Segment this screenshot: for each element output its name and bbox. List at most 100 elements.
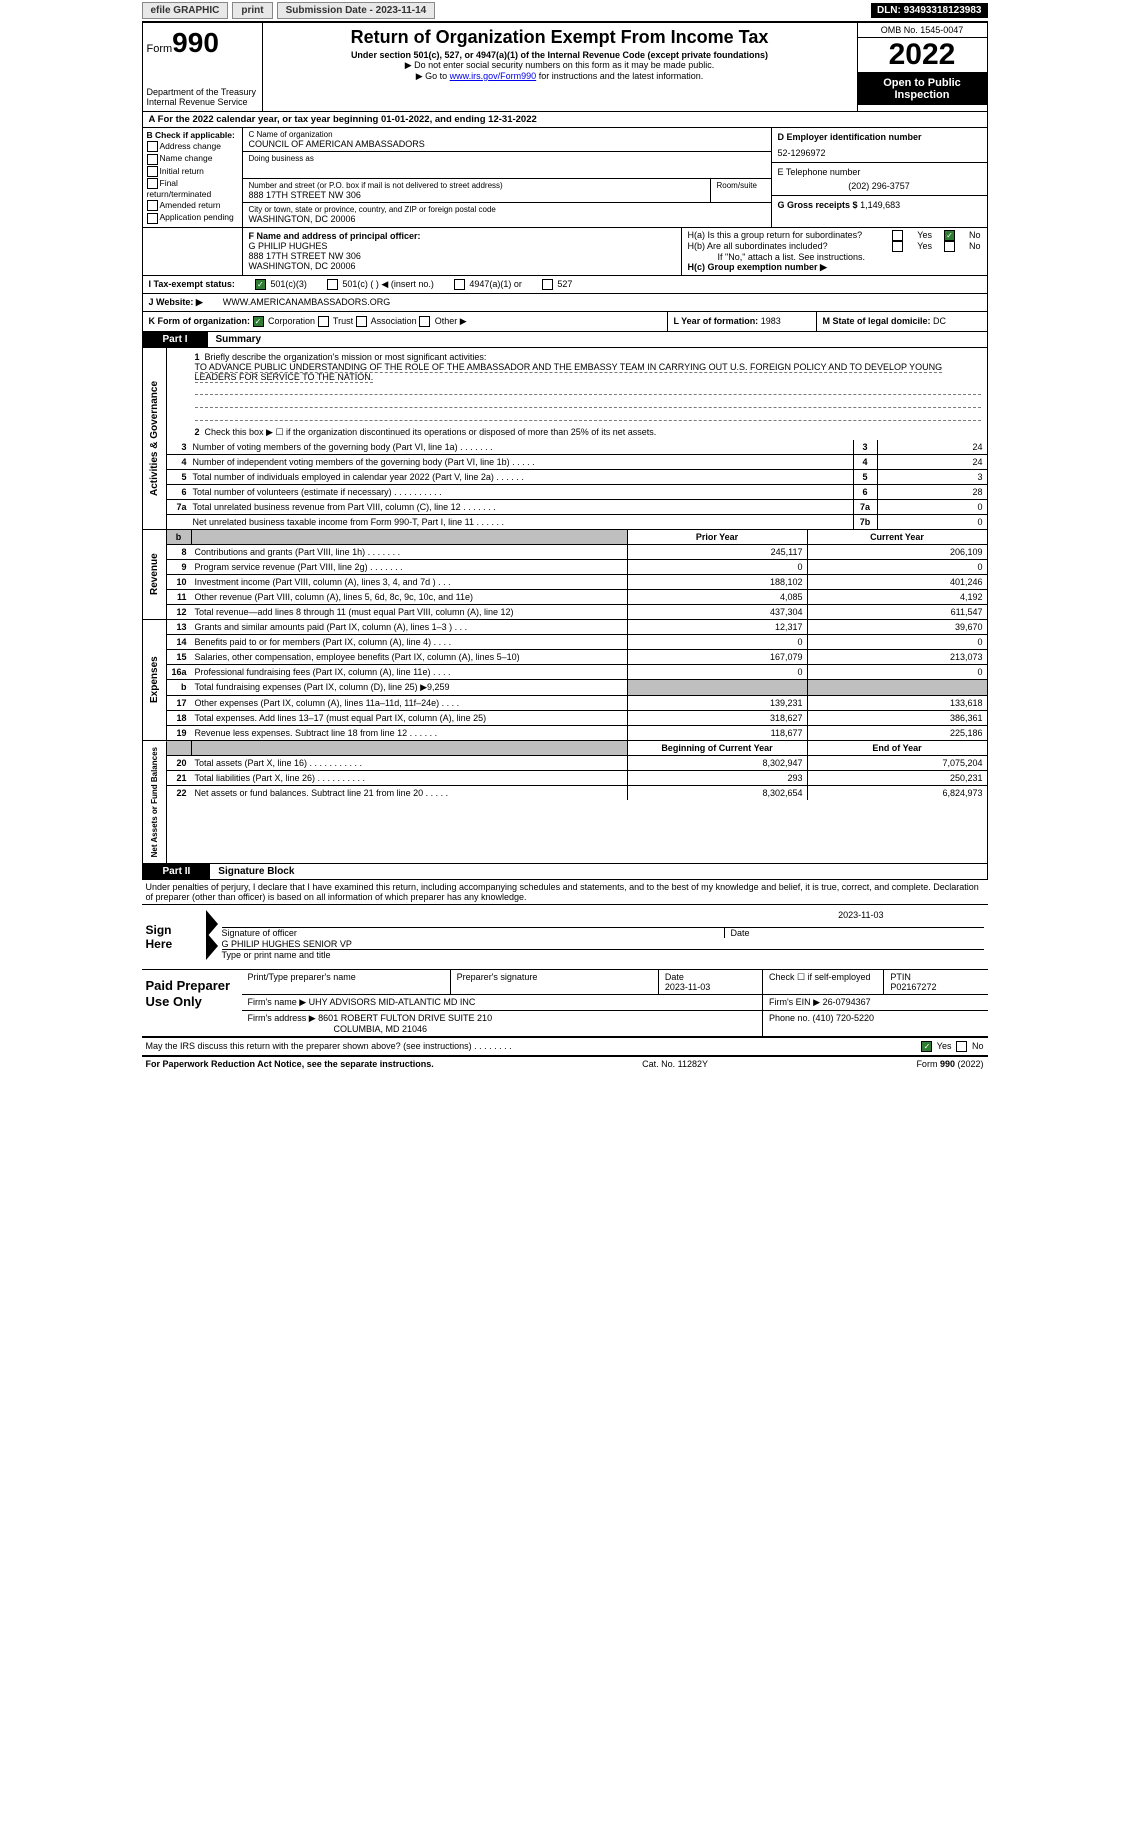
paid-preparer-label: Paid Preparer Use Only xyxy=(142,970,242,1036)
cat-no: Cat. No. 11282Y xyxy=(642,1059,708,1069)
firm-phone-label: Phone no. xyxy=(769,1013,810,1023)
sign-here-label: Sign Here xyxy=(142,905,202,969)
form-subtitle: Under section 501(c), 527, or 4947(a)(1)… xyxy=(265,50,855,60)
firm-ein-label: Firm's EIN ▶ xyxy=(769,997,820,1007)
ein-value: 52-1296972 xyxy=(778,148,981,158)
mission-q: Briefly describe the organization's miss… xyxy=(205,352,487,362)
signer-name: G PHILIP HUGHES SENIOR VP xyxy=(222,939,984,949)
firm-addr-label: Firm's address ▶ xyxy=(248,1013,316,1023)
part1-hdr: Part I xyxy=(143,332,208,347)
sign-arrow-icon xyxy=(206,932,218,960)
tab-netassets: Net Assets or Fund Balances xyxy=(143,741,167,863)
form-title: Return of Organization Exempt From Incom… xyxy=(265,27,855,48)
part2-hdr: Part II xyxy=(143,864,211,879)
line11: Other revenue (Part VIII, column (A), li… xyxy=(191,590,627,604)
line21: Total liabilities (Part X, line 26) . . … xyxy=(191,771,627,785)
year-formation: 1983 xyxy=(761,316,781,326)
officer-name: G PHILIP HUGHES xyxy=(249,241,675,251)
ha-label: H(a) Is this a group return for subordin… xyxy=(688,230,881,240)
city: WASHINGTON, DC 20006 xyxy=(249,214,765,224)
officer-label: F Name and address of principal officer: xyxy=(249,231,675,241)
domicile: DC xyxy=(933,316,946,326)
ptin-hdr: PTIN xyxy=(890,972,911,982)
tab-revenue: Revenue xyxy=(143,530,167,619)
ssn-note: ▶ Do not enter social security numbers o… xyxy=(265,60,855,71)
part2-title: Signature Block xyxy=(210,864,302,879)
line18: Total expenses. Add lines 13–17 (must eq… xyxy=(191,711,627,725)
row-a: A For the 2022 calendar year, or tax yea… xyxy=(142,112,988,128)
chk-final[interactable]: Final return/terminated xyxy=(147,178,238,199)
form-footer: Form 990 (2022) xyxy=(916,1059,983,1069)
street: 888 17TH STREET NW 306 xyxy=(249,190,704,200)
line6: Total number of volunteers (estimate if … xyxy=(191,485,853,499)
firm-name: UHY ADVISORS MID-ATLANTIC MD INC xyxy=(309,997,476,1007)
year-formation-label: L Year of formation: xyxy=(674,316,759,326)
city-label: City or town, state or province, country… xyxy=(249,205,765,214)
irs-label: Internal Revenue Service xyxy=(147,97,258,107)
501c3: 501(c)(3) xyxy=(270,279,307,289)
officer-addr2: WASHINGTON, DC 20006 xyxy=(249,261,675,271)
line20: Total assets (Part X, line 16) . . . . .… xyxy=(191,756,627,770)
hc-label: H(c) Group exemption number ▶ xyxy=(688,262,981,273)
501c: 501(c) ( ) ◀ (insert no.) xyxy=(342,279,433,289)
tab-activities: Activities & Governance xyxy=(143,348,167,529)
line5: Total number of individuals employed in … xyxy=(191,470,853,484)
print-button[interactable]: print xyxy=(232,2,272,19)
hb-note: If "No," attach a list. See instructions… xyxy=(688,252,981,262)
receipts-label: G Gross receipts $ xyxy=(778,200,858,210)
dept-treasury: Department of the Treasury xyxy=(147,87,258,97)
street-label: Number and street (or P.O. box if mail i… xyxy=(249,181,704,190)
line9: Program service revenue (Part VIII, line… xyxy=(191,560,627,574)
irs-link[interactable]: www.irs.gov/Form990 xyxy=(450,71,537,81)
line10: Investment income (Part VIII, column (A)… xyxy=(191,575,627,589)
prep-date-hdr: Date xyxy=(665,972,684,982)
tax-year: 2022 xyxy=(858,37,987,73)
paperwork-notice: For Paperwork Reduction Act Notice, see … xyxy=(146,1059,434,1069)
org-name: COUNCIL OF AMERICAN AMBASSADORS xyxy=(249,139,765,149)
omb-number: OMB No. 1545-0047 xyxy=(858,23,987,37)
begin-year-hdr: Beginning of Current Year xyxy=(627,741,807,755)
line19: Revenue less expenses. Subtract line 18 … xyxy=(191,726,627,740)
firm-name-label: Firm's name ▶ xyxy=(248,997,307,1007)
line7b: Net unrelated business taxable income fr… xyxy=(191,515,853,529)
chk-pending[interactable]: Application pending xyxy=(147,212,238,223)
dln-label: DLN: 93493318123983 xyxy=(871,3,988,18)
line13: Grants and similar amounts paid (Part IX… xyxy=(191,620,627,634)
domicile-label: M State of legal domicile: xyxy=(823,316,931,326)
website-value: WWW.AMERICANAMBASSADORS.ORG xyxy=(223,297,391,307)
form-org-label: K Form of organization: xyxy=(149,316,251,326)
chk-address[interactable]: Address change xyxy=(147,141,238,152)
sig-date-label: Date xyxy=(731,928,750,938)
dba-label: Doing business as xyxy=(249,154,765,163)
current-year-hdr: Current Year xyxy=(807,530,987,544)
mission-a: TO ADVANCE PUBLIC UNDERSTANDING OF THE R… xyxy=(195,362,943,383)
receipts-value: 1,149,683 xyxy=(860,200,900,210)
chk-name[interactable]: Name change xyxy=(147,153,238,164)
line15: Salaries, other compensation, employee b… xyxy=(191,650,627,664)
prep-sig-hdr: Preparer's signature xyxy=(450,970,658,994)
form-number: Form990 xyxy=(147,27,258,59)
firm-addr1: 8601 ROBERT FULTON DRIVE SUITE 210 xyxy=(318,1013,492,1023)
prep-name-hdr: Print/Type preparer's name xyxy=(242,970,450,994)
officer-addr1: 888 17TH STREET NW 306 xyxy=(249,251,675,261)
ein-label: D Employer identification number xyxy=(778,132,981,142)
hb-label: H(b) Are all subordinates included? xyxy=(688,241,881,251)
type-name-label: Type or print name and title xyxy=(222,949,984,960)
line3: Number of voting members of the governin… xyxy=(191,440,853,454)
room-label: Room/suite xyxy=(711,179,771,202)
firm-ein: 26-0794367 xyxy=(823,997,871,1007)
line2-text: Check this box ▶ ☐ if the organization d… xyxy=(205,427,657,437)
phone-value: (202) 296-3757 xyxy=(778,181,981,191)
prep-selfemp: Check ☐ if self-employed xyxy=(762,970,883,994)
org-name-label: C Name of organization xyxy=(249,130,765,139)
goto-note: ▶ Go to www.irs.gov/Form990 for instruct… xyxy=(265,71,855,82)
tax-status-label: I Tax-exempt status: xyxy=(149,279,235,289)
4947: 4947(a)(1) or xyxy=(469,279,522,289)
website-label: J Website: ▶ xyxy=(149,297,203,308)
527: 527 xyxy=(557,279,572,289)
sig-officer-label: Signature of officer xyxy=(222,928,724,938)
efile-label: efile GRAPHIC xyxy=(142,2,229,19)
chk-initial[interactable]: Initial return xyxy=(147,166,238,177)
chk-amended[interactable]: Amended return xyxy=(147,200,238,211)
tab-expenses: Expenses xyxy=(143,620,167,740)
